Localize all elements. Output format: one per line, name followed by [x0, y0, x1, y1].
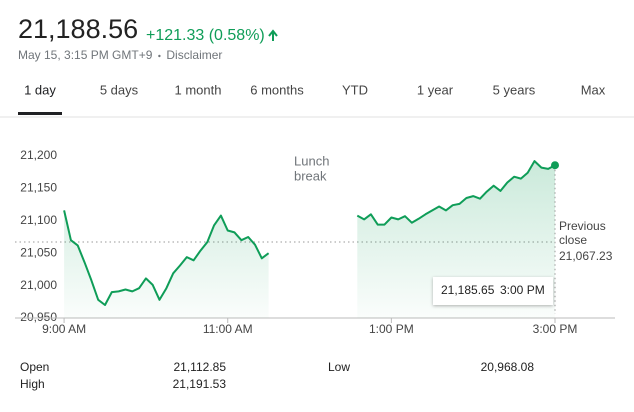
- stat-value: 20,968.08: [481, 360, 535, 374]
- x-tick-label: 9:00 AM: [42, 322, 86, 336]
- stat-label: Open: [20, 360, 49, 374]
- price-area: [64, 161, 555, 318]
- tooltip-time: 3:00 PM: [500, 283, 545, 297]
- range-tab[interactable]: 5 days: [100, 82, 139, 97]
- tooltip-value: 21,185.65: [441, 283, 495, 297]
- stat-label: High: [20, 377, 45, 391]
- x-tick-label: 11:00 AM: [203, 322, 253, 336]
- range-tab[interactable]: YTD: [342, 82, 368, 97]
- range-tab[interactable]: 6 months: [250, 82, 304, 97]
- up-arrow: [268, 29, 278, 41]
- stat-label: Low: [328, 360, 350, 374]
- y-tick-label: 21,000: [20, 278, 57, 292]
- y-tick-label: 21,050: [20, 245, 57, 259]
- stat-value: 21,191.53: [173, 377, 227, 391]
- range-tab[interactable]: 5 years: [493, 82, 536, 97]
- lunch-annotation: break: [294, 168, 327, 183]
- price-line: [63, 160, 556, 306]
- timestamp: May 15, 3:15 PM GMT+9: [18, 48, 153, 62]
- range-tab[interactable]: Max: [581, 82, 606, 97]
- price: 21,188.56: [18, 14, 138, 44]
- disclaimer-link[interactable]: Disclaimer: [166, 48, 222, 62]
- range-tab[interactable]: 1 year: [417, 82, 454, 97]
- y-tick-label: 21,100: [20, 213, 57, 227]
- stat-value: 21,112.85: [174, 360, 227, 374]
- separator-dot: [158, 54, 161, 58]
- range-tab[interactable]: 1 month: [175, 82, 222, 97]
- tooltip-box: [433, 277, 553, 305]
- y-tick-label: 21,200: [20, 148, 57, 162]
- previous-close-value: 21,067.23: [559, 249, 613, 263]
- y-tick-label: 21,150: [20, 180, 57, 194]
- lunch-annotation: Lunch: [294, 153, 329, 168]
- previous-close-label: close: [559, 233, 587, 247]
- active-tab-underline: [18, 112, 62, 115]
- x-tick-label: 1:00 PM: [369, 322, 414, 336]
- price-change: +121.33 (0.58%): [146, 27, 265, 44]
- previous-close-label: Previous: [559, 219, 606, 233]
- x-tick-label: 3:00 PM: [533, 322, 578, 336]
- range-tab[interactable]: 1 day: [24, 82, 56, 97]
- y-tick-label: 20,950: [20, 310, 57, 324]
- last-point: [551, 161, 559, 170]
